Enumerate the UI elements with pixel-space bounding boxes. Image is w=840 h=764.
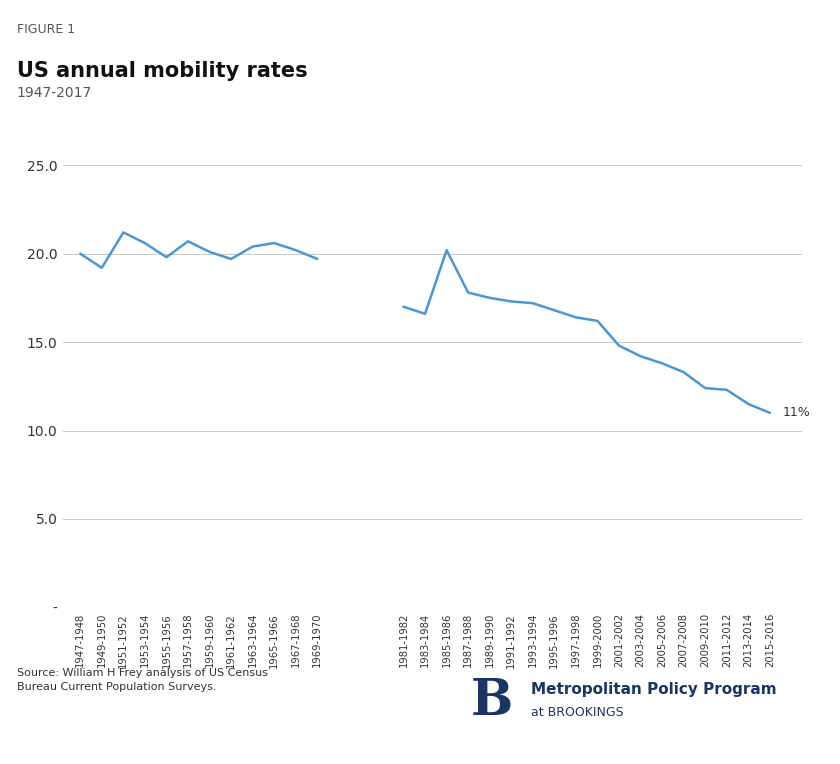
Text: at BROOKINGS: at BROOKINGS — [531, 705, 623, 719]
Text: US annual mobility rates: US annual mobility rates — [17, 61, 307, 81]
Text: Metropolitan Policy Program: Metropolitan Policy Program — [531, 681, 776, 697]
Text: B: B — [470, 677, 512, 726]
Text: 1947-2017: 1947-2017 — [17, 86, 92, 99]
Text: FIGURE 1: FIGURE 1 — [17, 23, 75, 36]
Text: 11%: 11% — [783, 406, 811, 419]
Text: Source: William H Frey analysis of US Census
Bureau Current Population Surveys.: Source: William H Frey analysis of US Ce… — [17, 668, 268, 692]
